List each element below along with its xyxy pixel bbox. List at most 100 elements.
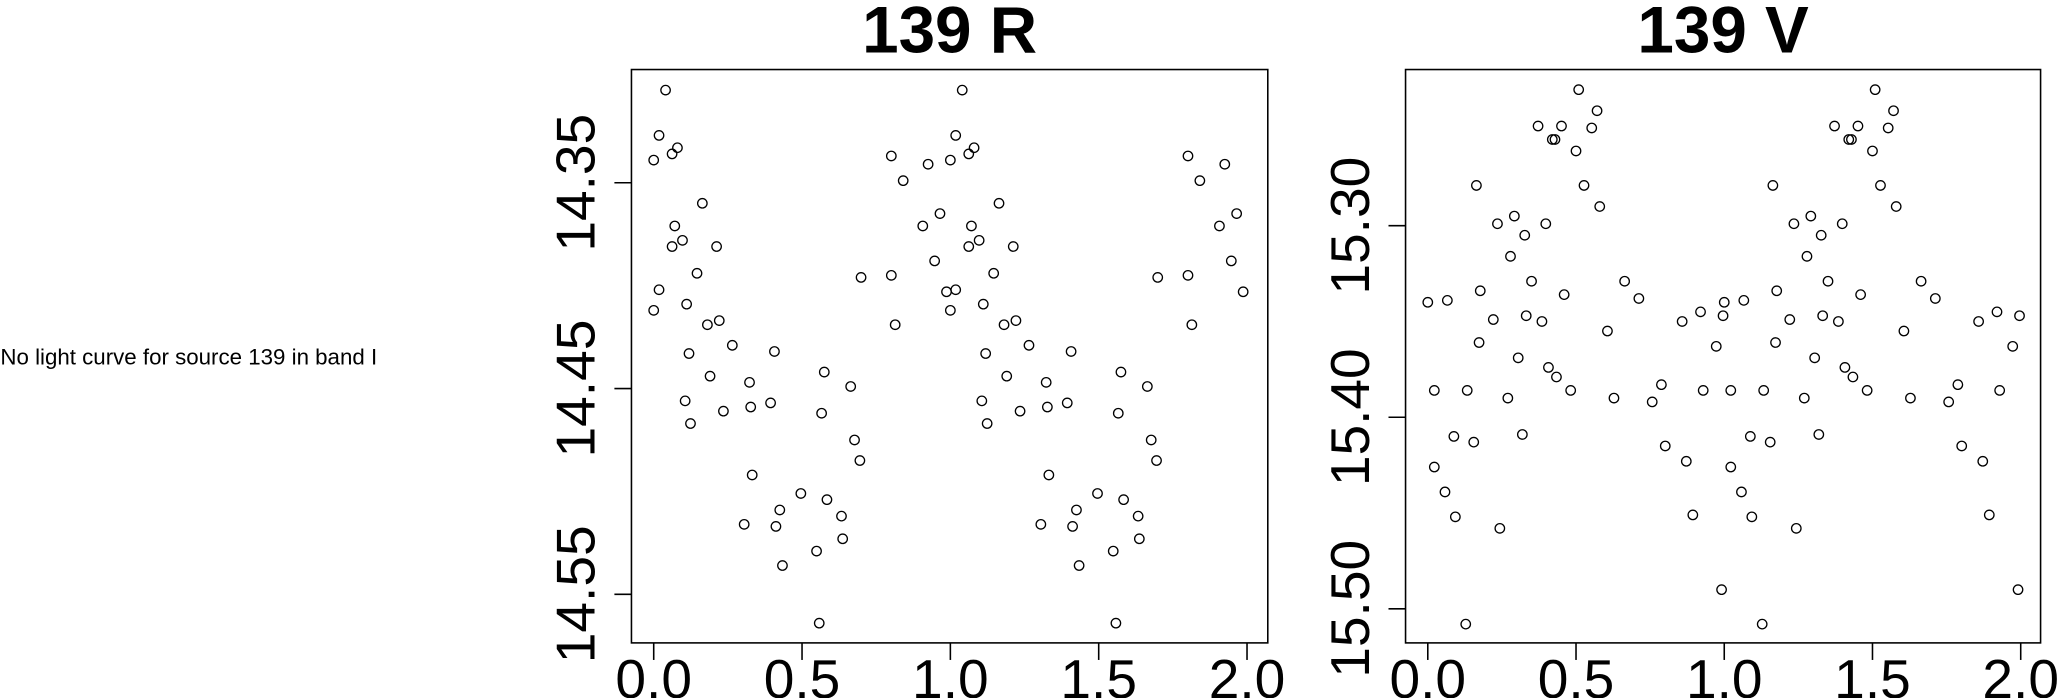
y-tick-label: 14.55 [545,525,607,663]
point [1861,385,1873,396]
point [660,84,671,96]
point [795,488,807,499]
point [1225,255,1237,267]
point [1194,175,1206,187]
point [1594,201,1606,212]
x-tick-label: 2.0 [1209,648,1286,698]
point [1697,385,1709,396]
point [1549,134,1561,145]
point [1007,241,1019,252]
point [1182,150,1194,162]
x-tick-label: 1.5 [1060,648,1137,698]
point [1746,511,1758,523]
point [681,298,693,310]
point [1725,385,1737,396]
point [1756,618,1768,630]
point [738,518,750,530]
point [885,269,897,281]
point [1817,310,1829,322]
point [1738,294,1750,306]
point [1023,339,1035,351]
point [666,148,678,160]
point [845,381,857,392]
point [944,154,956,166]
point [1041,401,1053,413]
point [956,84,968,96]
point [1801,250,1813,262]
point [818,366,830,378]
point [1505,250,1516,262]
point [1788,218,1800,230]
chart-title: 139 V [1637,0,1809,66]
point [836,510,847,522]
point [1869,84,1881,96]
point [1875,180,1886,191]
x-tick-label: 1.0 [912,648,989,698]
point [1502,392,1514,404]
point [941,286,952,298]
point [1441,294,1453,306]
point [1809,352,1821,364]
point [1656,379,1667,391]
point [1182,269,1194,281]
point [1073,560,1085,571]
point [1540,218,1552,230]
point [1494,522,1506,534]
point [816,407,827,419]
point [1186,319,1198,331]
point [653,284,665,296]
point [1676,316,1688,327]
point [885,150,897,162]
point [1718,296,1730,308]
point [1067,521,1078,532]
point [1152,272,1164,283]
point [1448,431,1460,442]
point [718,405,729,417]
point [1133,533,1145,545]
point [889,319,901,331]
point [1646,396,1658,408]
point [1065,346,1077,357]
point [980,348,992,359]
point [934,208,946,219]
point [1633,293,1645,304]
point [1758,385,1770,396]
point [1092,488,1103,499]
chart-title: 139 R [862,0,1037,66]
point [746,469,758,481]
point [1141,381,1153,392]
point [1474,285,1486,297]
point [1852,120,1864,132]
point [1619,275,1631,287]
point [1151,455,1162,466]
point [1428,461,1440,473]
point [648,154,660,166]
point [770,521,782,532]
point [897,175,909,187]
point [1790,522,1802,534]
point [653,130,665,141]
point [821,494,833,506]
x-tick-label: 1.5 [1834,648,1911,698]
point [1107,545,1119,557]
point [1578,180,1590,191]
point [774,504,786,516]
point [691,267,703,279]
point [1145,434,1157,446]
point [855,272,867,283]
y-tick-label: 14.35 [545,114,607,252]
point [950,284,962,296]
point [1770,337,1781,348]
point [713,315,725,326]
x-tick-label: 2.0 [1982,648,2058,698]
point [1608,392,1620,404]
point [1716,584,1727,596]
y-tick-label: 15.30 [1319,157,1381,295]
x-tick-label: 1.0 [1686,648,1763,698]
point [1905,392,1916,404]
point [1680,455,1692,467]
point [1536,316,1548,327]
point [769,346,780,357]
point [1767,180,1779,191]
point [944,304,956,316]
